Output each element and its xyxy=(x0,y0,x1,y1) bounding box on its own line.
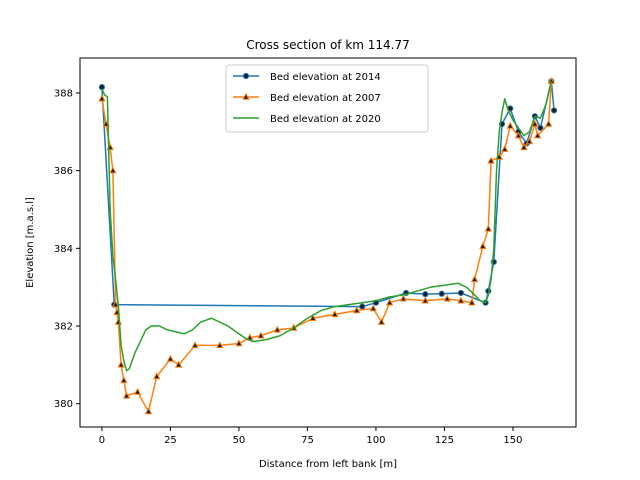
data-point xyxy=(353,306,361,314)
legend-marker xyxy=(242,72,250,80)
chart-title: Cross section of km 114.77 xyxy=(246,38,410,52)
plot-frame xyxy=(79,57,577,428)
y-tick-label: 388 xyxy=(54,88,73,99)
data-point xyxy=(422,291,429,298)
data-point xyxy=(309,313,317,321)
data-point xyxy=(369,304,377,312)
data-point xyxy=(111,300,120,308)
data-point xyxy=(122,391,131,399)
data-point xyxy=(144,407,153,415)
y-tick-label: 380 xyxy=(54,399,73,410)
x-tick-label: 0 xyxy=(99,435,105,446)
data-point xyxy=(117,360,125,368)
data-point xyxy=(120,376,128,384)
data-point xyxy=(470,275,479,283)
data-point xyxy=(166,354,175,362)
data-point xyxy=(487,156,495,164)
x-tick-label: 150 xyxy=(503,435,522,446)
data-point xyxy=(443,294,451,302)
data-point xyxy=(531,119,539,127)
y-axis: 380 382 384 386 388 xyxy=(54,88,80,410)
data-point xyxy=(533,131,542,139)
data-point xyxy=(537,124,544,132)
data-point xyxy=(133,387,142,395)
data-point xyxy=(235,339,243,347)
legend-label: Bed elevation at 2007 xyxy=(270,93,381,104)
legend-item: Bed elevation at 2020 xyxy=(233,114,381,125)
data-point xyxy=(520,143,528,151)
y-axis-label: Elevation [m.a.s.l] xyxy=(25,197,36,288)
data-point xyxy=(98,84,106,91)
data-point xyxy=(438,290,445,297)
data-point xyxy=(216,341,224,349)
legend-label: Bed elevation at 2020 xyxy=(270,114,381,125)
series-3 xyxy=(101,81,553,372)
data-point xyxy=(359,303,366,310)
data-point xyxy=(331,310,339,318)
y-tick-label: 386 xyxy=(54,166,73,177)
legend-item: Bed elevation at 2014 xyxy=(233,72,381,83)
data-point xyxy=(377,317,386,325)
x-tick-label: 125 xyxy=(435,435,454,446)
data-point xyxy=(550,107,558,114)
x-tick-label: 100 xyxy=(366,435,385,446)
x-tick-label: 50 xyxy=(233,435,246,446)
series-2 xyxy=(98,77,556,415)
data-point xyxy=(544,119,553,127)
data-point xyxy=(109,166,117,174)
legend-label: Bed elevation at 2014 xyxy=(270,72,381,83)
data-point xyxy=(506,121,514,129)
data-point xyxy=(479,242,487,250)
data-point xyxy=(525,137,534,145)
data-point xyxy=(501,145,509,153)
data-point xyxy=(421,296,429,304)
data-point xyxy=(385,298,394,306)
legend-marker xyxy=(242,92,250,100)
data-point xyxy=(174,360,183,368)
x-axis: 0 25 50 75 100 125 150 xyxy=(99,427,523,446)
data-point xyxy=(98,94,106,102)
y-tick-label: 382 xyxy=(54,322,73,333)
x-tick-label: 75 xyxy=(301,435,314,446)
data-point xyxy=(514,131,523,139)
data-point xyxy=(457,289,465,297)
legend-item: Bed elevation at 2007 xyxy=(233,92,381,104)
plot-layer xyxy=(98,77,558,415)
legend-box xyxy=(225,64,429,133)
y-tick-label: 384 xyxy=(54,244,73,255)
data-point xyxy=(457,296,465,304)
legend: Bed elevation at 2014 Bed elevation at 20… xyxy=(225,64,429,133)
x-axis-label: Distance from left bank [m] xyxy=(259,459,397,470)
series-line xyxy=(101,81,553,372)
data-point xyxy=(399,294,408,302)
data-point xyxy=(257,331,265,339)
data-point xyxy=(273,325,282,333)
data-point xyxy=(484,224,493,232)
data-point xyxy=(191,341,199,349)
x-tick-label: 25 xyxy=(164,435,177,446)
data-point xyxy=(468,298,476,306)
data-point xyxy=(153,372,161,380)
